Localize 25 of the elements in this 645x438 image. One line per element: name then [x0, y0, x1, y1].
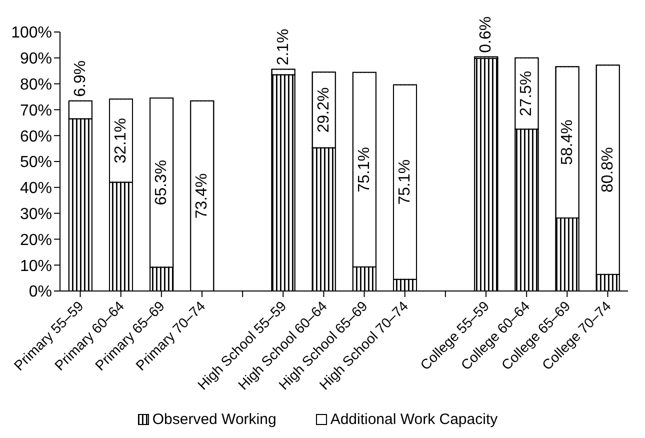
y-tick-label: 100% [11, 24, 52, 42]
data-label: 0.6% [478, 16, 495, 53]
data-label: 2.1% [274, 28, 292, 66]
data-label: 6.9% [72, 60, 89, 97]
y-tick-label: 60% [20, 128, 52, 146]
y-tick-label: 30% [20, 206, 52, 223]
data-label: 80.8% [599, 147, 616, 192]
y-tick-label: 90% [20, 50, 52, 68]
data-label: 73.4% [194, 173, 211, 219]
y-tick-label: 50% [20, 154, 52, 172]
legend-label: Observed Working [151, 411, 276, 428]
data-label: 58.4% [558, 120, 576, 166]
data-label: 75.1% [356, 146, 373, 192]
y-tick-label: 70% [20, 102, 52, 120]
y-tick-label: 40% [20, 180, 52, 198]
data-label: 65.3% [153, 160, 170, 206]
data-label: 27.5% [518, 70, 536, 116]
y-tick-label: 10% [20, 258, 52, 275]
y-tick-label: 20% [20, 232, 52, 249]
y-tick-label: 80% [20, 76, 52, 94]
data-label: 29.2% [315, 87, 332, 133]
y-tick-label: 0% [28, 284, 52, 301]
data-label: 75.1% [396, 159, 414, 205]
data-label: 32.1% [112, 118, 130, 164]
legend-label: Additional Work Capacity [329, 411, 498, 428]
